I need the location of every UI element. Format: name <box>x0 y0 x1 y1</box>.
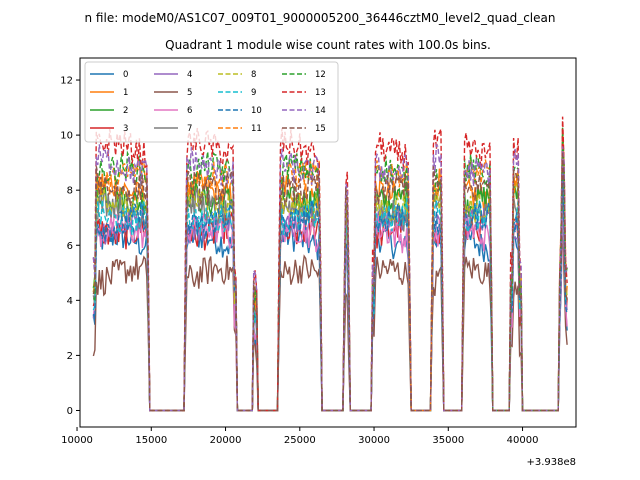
series-line-7 <box>92 169 568 412</box>
series-line-13 <box>92 116 568 412</box>
y-tick-label: 12 <box>60 76 73 87</box>
x-tick-label: 30000 <box>358 435 390 446</box>
x-tick-label: 25000 <box>284 435 316 446</box>
legend-label-11: 11 <box>251 124 262 134</box>
legend-label-14: 14 <box>315 106 326 116</box>
series-line-1 <box>92 151 568 412</box>
y-tick-label: 2 <box>67 351 73 362</box>
x-axis-offset-label: +3.938e8 <box>526 457 576 468</box>
series-line-15 <box>92 151 568 412</box>
legend-label-8: 8 <box>251 70 256 80</box>
legend-label-5: 5 <box>187 88 192 98</box>
series-line-9 <box>92 166 568 412</box>
legend-label-15: 15 <box>315 124 326 134</box>
chart-suptitle: n file: modeM0/AS1C07_009T01_9000005200_… <box>85 11 556 25</box>
legend-box <box>84 61 339 143</box>
series-line-3 <box>92 187 568 412</box>
legend-label-7: 7 <box>187 124 192 134</box>
x-axis: 10000 15000 20000 25000 30000 35000 40000 <box>61 427 538 446</box>
series-line-5 <box>92 224 568 412</box>
y-tick-label: 4 <box>67 296 73 307</box>
legend-label-0: 0 <box>123 70 128 80</box>
y-tick-label: 0 <box>67 406 73 417</box>
series-line-2 <box>92 167 568 412</box>
y-tick-label: 8 <box>67 186 73 197</box>
chart-title: Quadrant 1 module wise count rates with … <box>165 38 491 52</box>
y-axis: 0 2 4 6 8 10 12 <box>60 76 80 417</box>
legend-label-12: 12 <box>315 70 326 80</box>
y-tick-label: 10 <box>60 131 73 142</box>
legend-label-3: 3 <box>123 124 128 134</box>
series-line-6 <box>92 209 568 412</box>
series-line-8 <box>92 160 568 412</box>
series-line-12 <box>92 127 568 412</box>
y-tick-label: 6 <box>67 241 73 252</box>
x-tick-label: 15000 <box>135 435 167 446</box>
series-layer <box>92 116 568 412</box>
legend-label-6: 6 <box>187 106 192 116</box>
x-tick-label: 35000 <box>432 435 464 446</box>
x-tick-label: 20000 <box>210 435 242 446</box>
legend-label-2: 2 <box>123 106 128 116</box>
legend-label-10: 10 <box>251 106 262 116</box>
x-tick-label: 10000 <box>61 435 93 446</box>
series-line-4 <box>92 184 568 412</box>
legend-label-4: 4 <box>187 70 192 80</box>
series-line-0 <box>92 194 568 412</box>
plot-frame <box>79 57 577 428</box>
series-line-11 <box>93 128 568 412</box>
legend-label-1: 1 <box>123 88 128 98</box>
series-line-10 <box>92 165 568 412</box>
series-line-14 <box>92 143 568 412</box>
legend-label-9: 9 <box>251 88 256 98</box>
x-tick-label: 40000 <box>507 435 539 446</box>
legend-label-13: 13 <box>315 88 326 98</box>
